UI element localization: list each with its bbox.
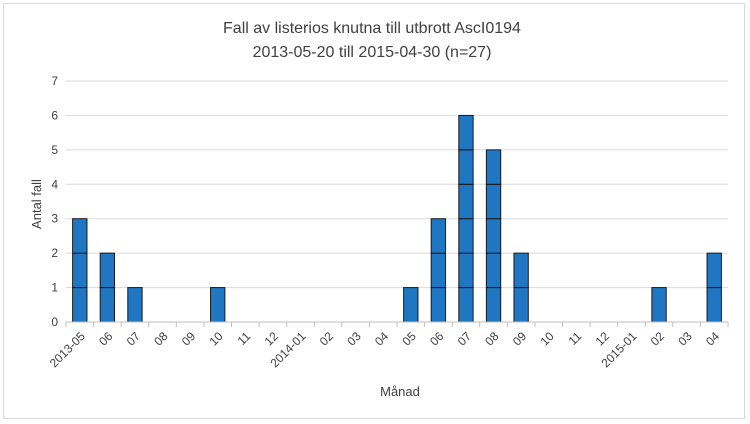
x-axis-title: Månad <box>380 384 420 399</box>
bar-unit <box>99 287 116 323</box>
y-tick-label: 5 <box>51 143 58 157</box>
bar-unit <box>72 252 88 289</box>
y-tick-label: 3 <box>51 212 58 226</box>
bars <box>72 114 722 323</box>
bar-unit <box>458 218 474 254</box>
bar-unit <box>706 287 722 323</box>
y-axis-title: Antal fall <box>29 179 44 229</box>
bar <box>210 287 226 323</box>
x-tick-label: 08 <box>151 329 171 349</box>
bar-unit <box>458 252 474 289</box>
x-tick-label: 12 <box>593 329 613 349</box>
y-tick-labels: 0 1 2 3 4 5 6 7 <box>51 74 58 329</box>
x-tick-label: 11 <box>235 329 254 348</box>
gridlines <box>66 80 728 289</box>
bar <box>99 252 116 323</box>
bar-unit <box>430 287 447 323</box>
chart: Fall av listerios knutna till utbrott As… <box>29 20 729 399</box>
x-tick-label: 2013-05 <box>47 329 88 370</box>
chart-frame: Fall av listerios knutna till utbrott As… <box>3 3 745 419</box>
x-tick-label: 11 <box>566 329 585 348</box>
bar-unit <box>651 287 667 323</box>
bar-unit <box>485 149 502 185</box>
bar-unit <box>513 287 529 323</box>
bar <box>127 287 143 323</box>
bar-unit <box>72 218 88 254</box>
bar <box>72 218 88 323</box>
y-tick-label: 0 <box>51 315 58 329</box>
bar <box>485 149 502 323</box>
bar-unit <box>485 218 502 254</box>
bar <box>706 252 722 323</box>
y-tick-label: 7 <box>51 74 58 88</box>
x-tick-label: 10 <box>206 329 226 349</box>
x-tick-label: 03 <box>344 329 364 349</box>
x-tick-label: 04 <box>703 329 723 349</box>
x-tick-label: 03 <box>675 329 695 349</box>
bar-unit <box>403 287 419 323</box>
y-tick-label: 6 <box>51 108 58 122</box>
x-tick-label: 07 <box>455 329 475 349</box>
bar-unit <box>485 252 502 289</box>
axes <box>65 321 729 327</box>
bar <box>403 287 419 323</box>
x-tick-label: 04 <box>372 329 392 349</box>
chart-subtitle: 2013-05-20 till 2015-04-30 (n=27) <box>253 44 492 61</box>
x-tick-label: 08 <box>482 329 502 349</box>
x-tick-label: 09 <box>179 329 199 349</box>
bar <box>430 218 447 323</box>
bar-unit <box>458 149 474 185</box>
bar <box>513 252 529 323</box>
bar-unit <box>485 183 502 220</box>
x-tick-label: 06 <box>427 329 447 349</box>
y-tick-label: 4 <box>51 177 58 191</box>
x-tick-label: 09 <box>510 329 530 349</box>
y-tick-label: 2 <box>51 246 58 260</box>
bar-unit <box>99 252 116 289</box>
bar-unit <box>513 252 529 289</box>
bar-unit <box>485 287 502 323</box>
bar-unit <box>430 218 447 254</box>
x-tick-label: 06 <box>96 329 116 349</box>
x-tick-label: 10 <box>537 329 557 349</box>
x-tick-label: 12 <box>262 329 282 349</box>
y-tick-label: 1 <box>51 281 58 295</box>
bar-unit <box>458 183 474 220</box>
x-tick-label: 02 <box>317 329 337 349</box>
chart-title: Fall av listerios knutna till utbrott As… <box>223 20 521 37</box>
bar-unit <box>210 287 226 323</box>
bar-unit <box>430 252 447 289</box>
x-tick-label: 07 <box>124 329 144 349</box>
bar <box>651 287 667 323</box>
bar-unit <box>458 114 474 151</box>
bar <box>458 114 474 323</box>
x-tick-label: 02 <box>648 329 668 349</box>
bar-unit <box>127 287 143 323</box>
bar-unit <box>72 287 88 323</box>
x-tick-label: 05 <box>400 329 420 349</box>
bar-unit <box>706 252 722 289</box>
bar-unit <box>458 287 474 323</box>
